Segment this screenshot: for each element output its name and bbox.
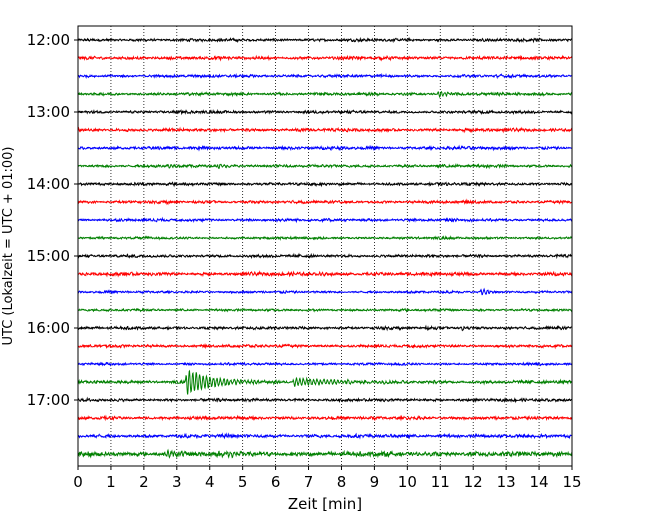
y-axis-label: UTC (Lokalzeit = UTC + 01:00) — [1, 147, 16, 346]
x-tick-label: 10 — [398, 473, 417, 491]
trace-1715 — [77, 414, 573, 422]
trace-1500 — [77, 252, 573, 260]
y-tick-label: 14:00 — [27, 175, 70, 193]
x-tick-label: 4 — [205, 473, 215, 491]
y-tick-label: 12:00 — [27, 31, 70, 49]
y-tick-label: 15:00 — [27, 247, 70, 265]
trace-1430 — [77, 216, 573, 224]
trace-1730 — [77, 432, 573, 440]
x-tick-label: 6 — [271, 473, 281, 491]
traces-group — [77, 36, 573, 459]
trace-1530 — [77, 287, 573, 296]
trace-1745 — [77, 448, 573, 459]
x-tick-label: 11 — [431, 473, 450, 491]
trace-1445 — [78, 235, 573, 241]
x-tick-label: 8 — [337, 473, 347, 491]
x-tick-label: 9 — [370, 473, 380, 491]
x-tick-label: 0 — [73, 473, 83, 491]
trace-1330 — [77, 144, 573, 152]
trace-1215 — [77, 54, 573, 62]
x-tick-label: 12 — [464, 473, 483, 491]
trace-1245 — [77, 90, 573, 99]
trace-1630 — [77, 361, 573, 367]
x-tick-label: 7 — [304, 473, 314, 491]
x-tick-label: 15 — [562, 473, 581, 491]
trace-1345 — [77, 163, 573, 170]
x-tick-label: 3 — [172, 473, 182, 491]
trace-1230 — [77, 72, 573, 80]
trace-1615 — [77, 342, 573, 350]
trace-1315 — [77, 126, 573, 134]
x-tick-label: 13 — [497, 473, 516, 491]
x-tick-label: 5 — [238, 473, 248, 491]
trace-1200 — [77, 36, 572, 44]
trace-1545 — [77, 307, 573, 313]
trace-1300 — [77, 108, 573, 116]
plot-frame — [77, 25, 573, 467]
trace-1600 — [77, 324, 572, 332]
x-axis-ticks: 0 1 2 3 4 5 6 7 8 9 10 11 12 13 14 15 — [73, 466, 582, 491]
trace-1700 — [78, 396, 573, 404]
x-tick-label: 1 — [106, 473, 116, 491]
y-tick-label: 17:00 — [27, 391, 70, 409]
trace-1400 — [77, 181, 573, 188]
y-tick-label: 16:00 — [27, 319, 70, 337]
y-axis-ticks: 12:00 13:00 14:00 15:00 16:00 17:00 — [27, 31, 78, 409]
trace-1645 — [77, 369, 573, 395]
x-axis-label: Zeit [min] — [288, 495, 362, 513]
x-tick-label: 2 — [139, 473, 149, 491]
vertical-gridlines — [110, 26, 540, 466]
x-tick-label: 14 — [530, 473, 549, 491]
trace-1515 — [77, 270, 573, 278]
trace-1415 — [77, 198, 573, 206]
y-tick-label: 13:00 — [27, 103, 70, 121]
